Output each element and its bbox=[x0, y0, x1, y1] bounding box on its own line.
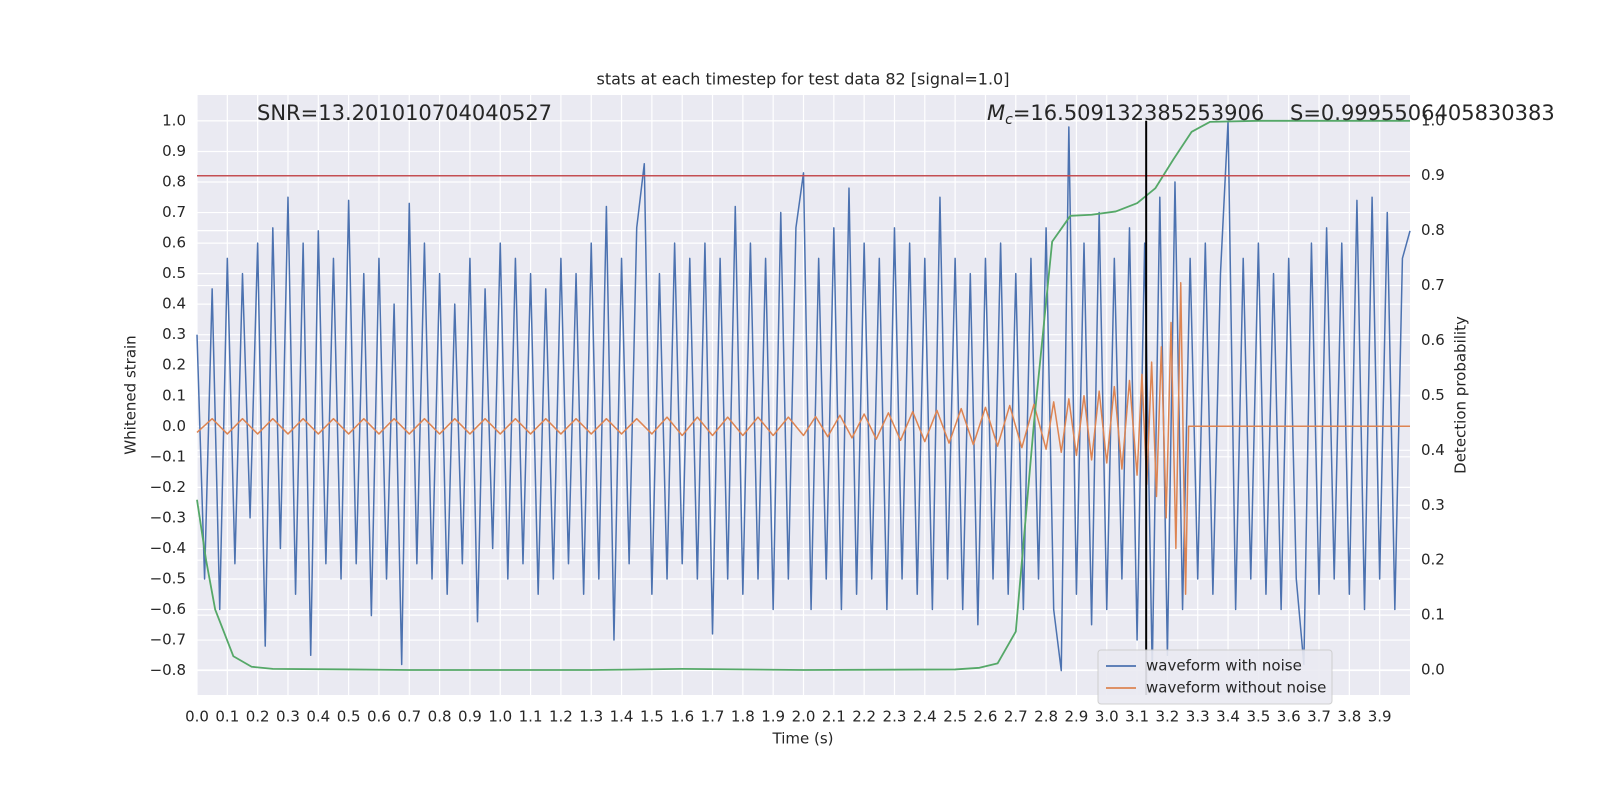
y-tick-label: 1.0 bbox=[162, 111, 186, 129]
y-tick-label: 0.2 bbox=[162, 356, 186, 374]
x-tick-label: 1.8 bbox=[731, 708, 755, 726]
x-tick-label: 3.5 bbox=[1246, 708, 1270, 726]
x-tick-label: 0.0 bbox=[185, 708, 209, 726]
y2-tick-label: 1.0 bbox=[1421, 111, 1445, 129]
mc-annotation: Mc=16.509132385253906 bbox=[987, 101, 1264, 128]
marks bbox=[196, 119, 1411, 695]
snr-annotation: SNR=13.201010704040527 bbox=[257, 101, 552, 125]
y2-tick-label: 0.4 bbox=[1421, 441, 1445, 459]
y-tick-label: 0.3 bbox=[162, 325, 186, 343]
y-tick-label: 0.9 bbox=[162, 142, 186, 160]
y-tick-label: −0.6 bbox=[150, 600, 186, 618]
x-tick-label: 0.5 bbox=[337, 708, 361, 726]
x-tick-label: 1.0 bbox=[488, 708, 512, 726]
x-tick-label: 0.2 bbox=[246, 708, 270, 726]
x-tick-label: 3.6 bbox=[1277, 708, 1301, 726]
series-line bbox=[196, 282, 1410, 595]
x-tick-label: 0.9 bbox=[458, 708, 482, 726]
x-tick-label: 3.0 bbox=[1095, 708, 1119, 726]
y-tick-label: 0.7 bbox=[162, 203, 186, 221]
x-tick-label: 3.4 bbox=[1216, 708, 1240, 726]
y2-tick-label: 0.6 bbox=[1421, 331, 1445, 349]
y2-tick-label: 0.0 bbox=[1421, 661, 1445, 679]
x-tick-label: 1.4 bbox=[610, 708, 634, 726]
y-tick-label: 0.8 bbox=[162, 173, 186, 191]
x-tick-label: 3.9 bbox=[1368, 708, 1392, 726]
y2-axis-label: Detection probability bbox=[1452, 316, 1470, 474]
y-tick-label: −0.7 bbox=[150, 631, 186, 649]
x-tick-label: 0.6 bbox=[367, 708, 391, 726]
x-tick-label: 0.4 bbox=[306, 708, 330, 726]
x-tick-label: 0.1 bbox=[215, 708, 239, 726]
x-tick-label: 3.7 bbox=[1307, 708, 1331, 726]
y2-tick-label: 0.8 bbox=[1421, 221, 1445, 239]
y-tick-label: 0.5 bbox=[162, 264, 186, 282]
x-tick-label: 2.4 bbox=[913, 708, 937, 726]
x-tick-label: 1.3 bbox=[579, 708, 603, 726]
x-tick-label: 1.7 bbox=[701, 708, 725, 726]
x-tick-label: 1.6 bbox=[670, 708, 694, 726]
x-tick-label: 3.1 bbox=[1125, 708, 1149, 726]
x-tick-label: 0.7 bbox=[397, 708, 421, 726]
y-tick-label: 0.0 bbox=[162, 417, 186, 435]
y2-tick-label: 0.3 bbox=[1421, 496, 1445, 514]
mc-value: =16.509132385253906 bbox=[1013, 101, 1264, 125]
y2-tick-label: 0.9 bbox=[1421, 166, 1445, 184]
x-tick-label: 0.3 bbox=[276, 708, 300, 726]
mc-subscript: c bbox=[1005, 112, 1013, 128]
x-tick-label: 3.8 bbox=[1337, 708, 1361, 726]
x-tick-label: 2.9 bbox=[1064, 708, 1088, 726]
x-tick-label: 1.2 bbox=[549, 708, 573, 726]
chart-title: stats at each timestep for test data 82 … bbox=[597, 70, 1010, 89]
y-tick-label: −0.2 bbox=[150, 478, 186, 496]
x-tick-label: 2.8 bbox=[1034, 708, 1058, 726]
x-tick-label: 2.5 bbox=[943, 708, 967, 726]
x-tick-label: 2.1 bbox=[822, 708, 846, 726]
mc-symbol: M bbox=[987, 101, 1005, 125]
x-tick-label: 1.5 bbox=[640, 708, 664, 726]
x-tick-label: 2.6 bbox=[974, 708, 998, 726]
y-tick-label: −0.4 bbox=[150, 539, 186, 557]
y-tick-label: 0.6 bbox=[162, 234, 186, 252]
y-axis-label: Whitened strain bbox=[122, 335, 140, 454]
x-tick-label: 2.0 bbox=[792, 708, 816, 726]
x-axis-label: Time (s) bbox=[772, 730, 834, 748]
y-tick-label: 0.1 bbox=[162, 386, 186, 404]
x-tick-label: 1.1 bbox=[519, 708, 543, 726]
y-tick-label: 0.4 bbox=[162, 295, 186, 313]
series-line bbox=[196, 120, 1411, 672]
legend-label: waveform without noise bbox=[1146, 679, 1326, 697]
x-tick-label: 2.7 bbox=[1004, 708, 1028, 726]
y2-tick-label: 0.1 bbox=[1421, 606, 1445, 624]
y2-tick-label: 0.2 bbox=[1421, 551, 1445, 569]
y2-tick-label: 0.7 bbox=[1421, 276, 1445, 294]
y-tick-label: −0.5 bbox=[150, 569, 186, 587]
x-tick-label: 1.9 bbox=[761, 708, 785, 726]
x-tick-label: 2.2 bbox=[852, 708, 876, 726]
y2-tick-label: 0.5 bbox=[1421, 386, 1445, 404]
x-tick-label: 3.3 bbox=[1186, 708, 1210, 726]
series-line bbox=[196, 119, 1410, 671]
legend-label: waveform with noise bbox=[1146, 657, 1302, 675]
legend: waveform with noise waveform without nois… bbox=[1097, 649, 1333, 705]
y-tick-label: −0.3 bbox=[150, 508, 186, 526]
x-tick-label: 3.2 bbox=[1155, 708, 1179, 726]
x-tick-label: 0.8 bbox=[428, 708, 452, 726]
y-tick-label: −0.1 bbox=[150, 447, 186, 465]
y-tick-label: −0.8 bbox=[150, 661, 186, 679]
x-tick-label: 2.3 bbox=[883, 708, 907, 726]
s-annotation: S=0.9995506405830383 bbox=[1290, 101, 1555, 125]
legend-box bbox=[1097, 649, 1333, 705]
